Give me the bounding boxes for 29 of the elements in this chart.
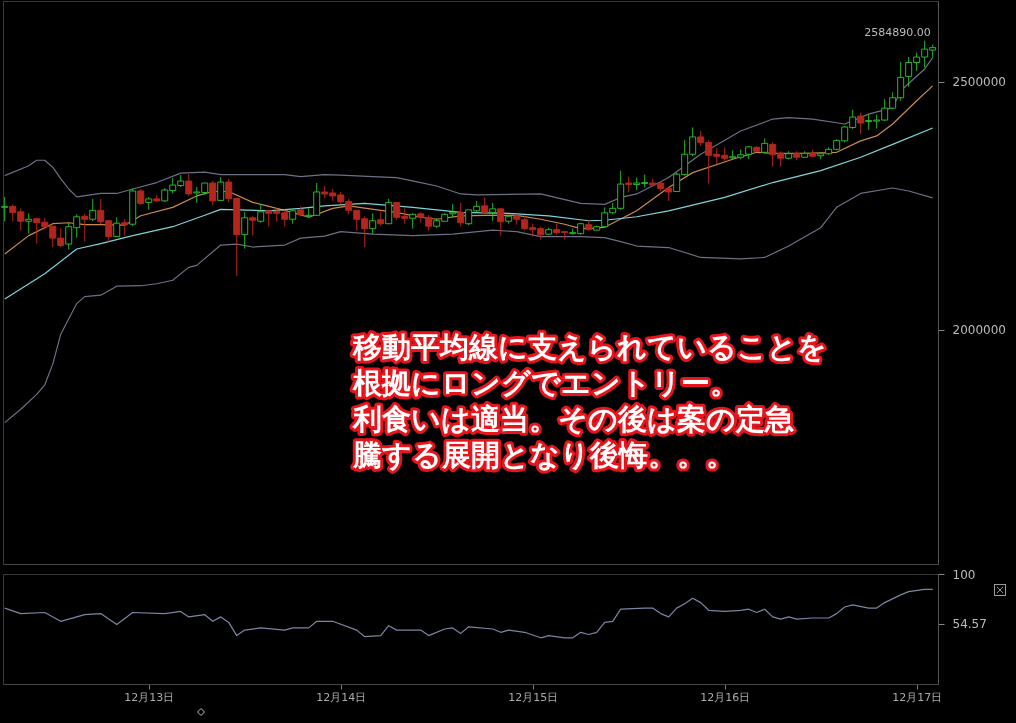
candlestick [385,198,393,225]
candlestick [369,212,377,235]
annotation: 利食いは適当。その後は案の定急 [352,402,794,436]
candlestick [209,180,217,206]
candlestick [857,112,865,135]
x-tick-label: 12月17日 [892,690,943,704]
annotation: 騰する展開となり後悔。。。 [352,438,735,472]
candlestick [249,215,257,237]
annotation: 2584890.00 [864,25,931,39]
annotation: 移動平均線に支えられていることを [352,330,827,364]
y-tick-label: 2500000 [952,75,1006,90]
candlestick [497,207,505,237]
y-tick-label: 54.57 [952,617,987,632]
candlestick [25,212,33,235]
x-tick-label: 12月14日 [316,690,367,704]
x-tick-label: 12月15日 [508,690,559,704]
x-tick-label: 12月16日 [700,690,751,704]
candlestick [113,216,121,238]
candlestick [217,176,225,202]
candlestick [257,203,265,224]
x-tick-label: 12月13日 [124,690,175,704]
y-tick-label: 100 [952,567,976,582]
y-tick-label: 2000000 [952,323,1006,338]
candlestick [457,202,465,228]
annotation: 根拠にロングでエントリー。 [352,366,739,400]
candlestick [241,211,249,250]
candlestick [81,213,89,243]
candlestick [89,198,97,222]
candlestick [185,173,193,197]
